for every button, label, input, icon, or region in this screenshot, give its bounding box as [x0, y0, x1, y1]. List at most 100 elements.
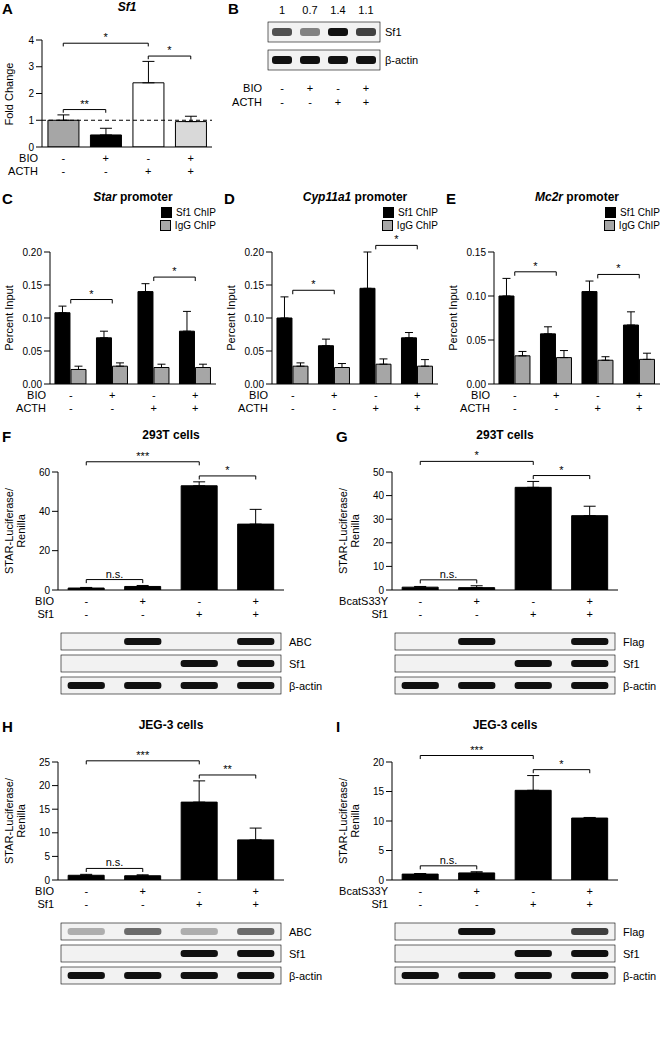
svg-text:50: 50: [373, 467, 385, 478]
svg-text:-: -: [596, 389, 600, 401]
svg-text:β-actin: β-actin: [385, 54, 418, 66]
svg-text:30: 30: [373, 514, 385, 525]
svg-text:0.05: 0.05: [467, 335, 487, 346]
svg-text:+: +: [196, 898, 202, 910]
svg-text:β-actin: β-actin: [623, 680, 656, 692]
svg-text:15: 15: [39, 804, 51, 815]
svg-text:*: *: [533, 260, 538, 272]
svg-text:BIO: BIO: [19, 152, 38, 164]
svg-text:n.s.: n.s.: [440, 568, 458, 580]
svg-text:+: +: [140, 595, 146, 607]
svg-text:***: ***: [470, 744, 484, 756]
svg-text:-: -: [280, 96, 284, 108]
svg-text:3: 3: [28, 61, 34, 72]
svg-text:-: -: [84, 885, 88, 897]
svg-text:+: +: [151, 402, 157, 414]
svg-text:20: 20: [373, 757, 385, 768]
svg-text:BIO: BIO: [35, 595, 54, 607]
svg-text:+: +: [192, 402, 198, 414]
svg-text:-: -: [197, 885, 201, 897]
svg-text:Sf1: Sf1: [289, 948, 306, 960]
svg-text:**: **: [80, 98, 89, 110]
svg-text:+: +: [363, 96, 369, 108]
svg-text:BIO: BIO: [249, 389, 268, 401]
svg-text:Sf1: Sf1: [623, 658, 640, 670]
svg-text:Sf1: Sf1: [371, 608, 388, 620]
svg-text:*: *: [311, 278, 316, 290]
svg-text:ACTH: ACTH: [16, 402, 46, 414]
svg-text:ACTH: ACTH: [238, 402, 268, 414]
svg-text:Sf1: Sf1: [37, 898, 54, 910]
svg-text:-: -: [84, 595, 88, 607]
svg-text:+: +: [192, 389, 198, 401]
svg-text:0.15: 0.15: [467, 247, 487, 258]
svg-text:15: 15: [373, 786, 385, 797]
svg-text:BcatS33Y: BcatS33Y: [339, 595, 389, 607]
svg-text:+: +: [553, 389, 559, 401]
svg-text:+: +: [196, 608, 202, 620]
svg-text:Flag: Flag: [623, 926, 644, 938]
svg-text:40: 40: [39, 506, 51, 517]
svg-text:Flag: Flag: [623, 636, 644, 648]
svg-text:*: *: [104, 31, 109, 43]
svg-text:-: -: [61, 152, 65, 164]
svg-text:0.00: 0.00: [245, 379, 265, 390]
svg-text:0.7: 0.7: [302, 4, 317, 16]
svg-text:+: +: [530, 898, 536, 910]
svg-text:-: -: [69, 389, 73, 401]
svg-text:+: +: [140, 885, 146, 897]
svg-text:-: -: [84, 898, 88, 910]
svg-text:-: -: [418, 898, 422, 910]
svg-text:+: +: [253, 898, 259, 910]
svg-text:+: +: [530, 608, 536, 620]
svg-text:0.10: 0.10: [467, 291, 487, 302]
svg-text:ACTH: ACTH: [460, 402, 490, 414]
svg-text:+: +: [188, 165, 194, 177]
svg-text:1.4: 1.4: [330, 4, 345, 16]
svg-text:-: -: [280, 82, 284, 94]
svg-text:-: -: [332, 402, 336, 414]
svg-text:**: **: [223, 763, 232, 775]
svg-text:-: -: [141, 898, 145, 910]
svg-text:20: 20: [39, 545, 51, 556]
svg-text:β-actin: β-actin: [289, 680, 322, 692]
svg-text:+: +: [331, 389, 337, 401]
svg-text:20: 20: [39, 780, 51, 791]
svg-text:+: +: [103, 152, 109, 164]
svg-text:+: +: [414, 389, 420, 401]
svg-text:2: 2: [28, 88, 34, 99]
svg-text:BcatS33Y: BcatS33Y: [339, 885, 389, 897]
svg-text:*: *: [559, 758, 564, 770]
svg-text:0.00: 0.00: [467, 379, 487, 390]
svg-text:-: -: [554, 402, 558, 414]
svg-text:-: -: [152, 389, 156, 401]
svg-text:β-actin: β-actin: [623, 970, 656, 982]
svg-text:-: -: [291, 402, 295, 414]
svg-text:-: -: [418, 608, 422, 620]
svg-text:+: +: [373, 402, 379, 414]
svg-text:*: *: [559, 464, 564, 476]
svg-text:10: 10: [39, 827, 51, 838]
svg-text:*: *: [167, 44, 172, 56]
svg-text:-: -: [291, 389, 295, 401]
svg-text:+: +: [335, 96, 341, 108]
svg-text:25: 25: [39, 757, 51, 768]
svg-text:-: -: [104, 165, 108, 177]
svg-text:-: -: [475, 608, 479, 620]
svg-text:0: 0: [44, 875, 50, 886]
svg-text:*: *: [616, 262, 621, 274]
svg-text:*: *: [172, 265, 177, 277]
svg-text:+: +: [636, 389, 642, 401]
svg-text:Sf1: Sf1: [289, 658, 306, 670]
svg-text:Sf1: Sf1: [371, 898, 388, 910]
svg-text:+: +: [595, 402, 601, 414]
svg-text:n.s.: n.s.: [106, 856, 124, 868]
svg-text:20: 20: [373, 537, 385, 548]
svg-text:+: +: [414, 402, 420, 414]
svg-text:+: +: [636, 402, 642, 414]
svg-text:β-actin: β-actin: [289, 970, 322, 982]
svg-text:BIO: BIO: [35, 885, 54, 897]
svg-text:-: -: [146, 152, 150, 164]
svg-text:10: 10: [373, 561, 385, 572]
svg-text:10: 10: [373, 816, 385, 827]
